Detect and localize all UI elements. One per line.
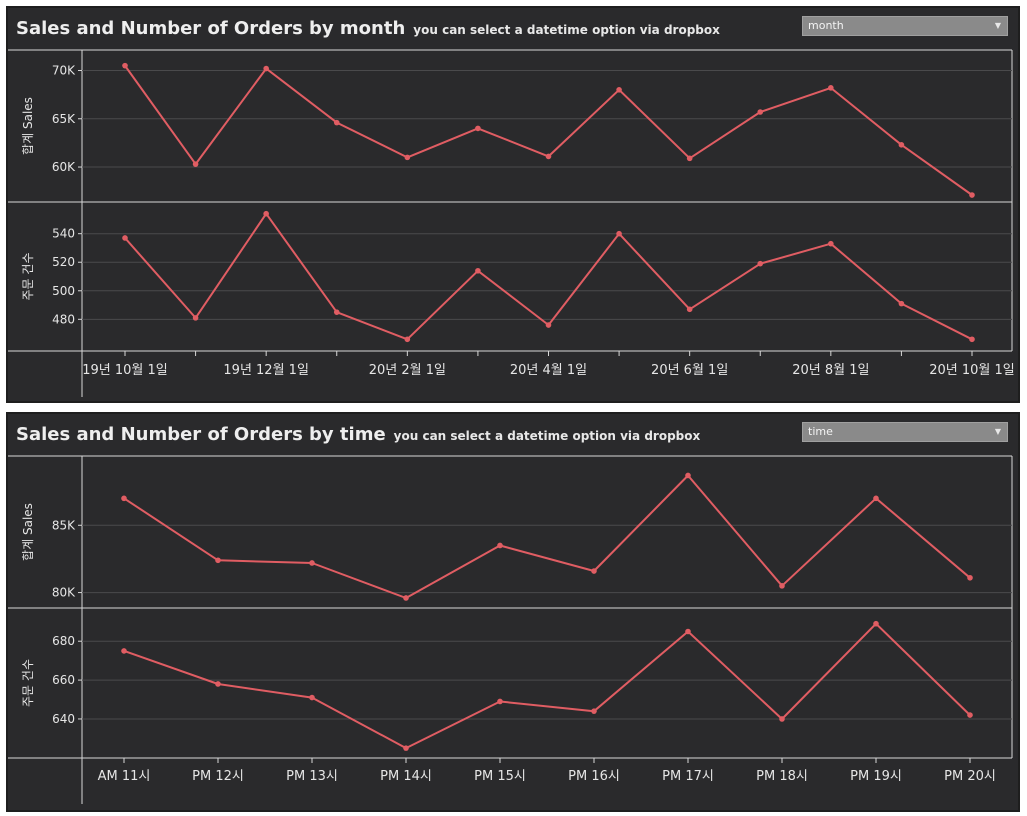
x-tick-label: PM 14시	[380, 769, 432, 784]
data-point	[757, 109, 764, 115]
series-line	[123, 622, 971, 750]
data-point	[121, 648, 127, 654]
data-point	[404, 154, 411, 161]
chart-subtitle: you can select a datetime option via dro…	[413, 23, 720, 37]
data-point	[685, 628, 691, 635]
data-point	[898, 142, 905, 148]
data-point	[967, 574, 973, 581]
chart-title: Sales and Number of Orders by month	[16, 18, 406, 39]
data-point	[475, 267, 481, 274]
data-point	[779, 716, 785, 722]
x-tick-label: 19년 12월 1일	[223, 363, 309, 378]
y-tick-label: 540	[52, 227, 75, 241]
dropdown-value: time	[808, 425, 833, 438]
data-point	[545, 153, 552, 160]
x-tick-label: PM 18시	[756, 769, 808, 784]
x-tick-label: 20년 4월 1일	[510, 363, 587, 378]
data-point	[121, 495, 127, 502]
data-point	[497, 542, 503, 549]
time-chart: 80K 85K 합계 Sales 640 660 680 주문 건수 AM 11시 PM 12시…	[8, 455, 1013, 804]
y-axis-label: 주문 건수	[21, 253, 35, 301]
datetime-dropdown[interactable]: month ▼	[802, 16, 1008, 36]
data-point	[215, 681, 221, 687]
data-point	[263, 210, 269, 217]
data-point	[686, 155, 693, 162]
x-tick-label: 19년 10월 1일	[82, 363, 168, 378]
x-tick-label: PM 13시	[286, 769, 338, 784]
data-point	[545, 322, 552, 328]
y-tick-label: 65K	[52, 112, 76, 126]
data-point	[898, 300, 905, 307]
time-chart-panel: 80K 85K 합계 Sales 640 660 680 주문 건수 AM 11시 PM 12시…	[6, 412, 1020, 812]
data-point	[122, 62, 128, 69]
chevron-down-icon: ▼	[994, 21, 1001, 30]
data-point	[309, 694, 315, 701]
data-point	[969, 192, 975, 198]
y-tick-label: 680	[52, 634, 75, 648]
data-point	[828, 85, 834, 91]
y-tick-label: 70K	[52, 63, 76, 77]
chart-title: Sales and Number of Orders by time	[16, 424, 386, 445]
x-tick-label: PM 20시	[944, 769, 996, 784]
data-point	[475, 125, 481, 132]
panel-title: Sales and Number of Orders by month you c…	[16, 18, 720, 39]
data-point	[403, 595, 409, 601]
data-point	[192, 315, 199, 321]
x-tick-label: PM 19시	[850, 769, 902, 784]
x-tick-label: 20년 6월 1일	[651, 363, 728, 378]
y-tick-label: 640	[52, 712, 75, 726]
data-point	[591, 568, 597, 574]
x-tick-label: 20년 2월 1일	[369, 363, 446, 378]
month-chart: 60K 65K 70K 합계 Sales 480 500 520 540 주문 건수 19년 10…	[8, 49, 1015, 397]
dropdown-value: month	[808, 19, 844, 32]
y-tick-label: 60K	[52, 160, 76, 174]
data-point	[873, 620, 879, 627]
series-line	[124, 212, 973, 341]
y-axis-label: 주문 건수	[21, 659, 35, 707]
y-tick-label: 660	[52, 673, 75, 687]
data-point	[686, 306, 693, 313]
y-tick-label: 500	[52, 284, 75, 298]
x-tick-label: PM 15시	[474, 769, 526, 784]
data-point	[122, 235, 128, 241]
data-point	[616, 86, 622, 93]
data-point	[616, 230, 622, 237]
y-tick-label: 480	[52, 312, 75, 326]
data-point	[685, 472, 691, 479]
data-point	[333, 119, 340, 126]
data-point	[779, 583, 785, 589]
data-point	[192, 161, 199, 167]
x-tick-label: PM 17시	[662, 769, 714, 784]
data-point	[591, 708, 597, 714]
x-tick-label: PM 16시	[568, 769, 620, 784]
chart-subtitle: you can select a datetime option via dro…	[393, 429, 701, 443]
data-point	[969, 336, 975, 343]
y-tick-label: 85K	[52, 518, 76, 532]
panel-title: Sales and Number of Orders by time you ca…	[16, 424, 700, 445]
x-tick-label: AM 11시	[98, 769, 151, 784]
data-point	[403, 745, 409, 751]
y-tick-label: 80K	[52, 586, 76, 600]
x-tick-label: PM 12시	[192, 769, 244, 784]
series-line	[123, 474, 971, 599]
data-point	[404, 336, 411, 343]
data-point	[828, 240, 834, 247]
y-tick-label: 520	[52, 255, 75, 269]
data-point	[497, 698, 503, 705]
chevron-down-icon: ▼	[994, 427, 1001, 436]
data-point	[873, 495, 879, 502]
data-point	[215, 557, 221, 564]
data-point	[333, 309, 340, 315]
datetime-dropdown[interactable]: time ▼	[802, 422, 1008, 442]
data-point	[967, 712, 973, 718]
data-point	[263, 65, 269, 72]
x-tick-label: 20년 10월 1일	[929, 363, 1015, 378]
month-chart-panel: 60K 65K 70K 합계 Sales 480 500 520 540 주문 건수 19년 10…	[6, 6, 1020, 403]
data-point	[309, 560, 315, 566]
x-tick-label: 20년 8월 1일	[792, 363, 869, 378]
series-line	[124, 65, 973, 196]
y-axis-label: 합계 Sales	[21, 503, 35, 561]
y-axis-label: 합계 Sales	[21, 97, 35, 155]
data-point	[757, 260, 764, 267]
